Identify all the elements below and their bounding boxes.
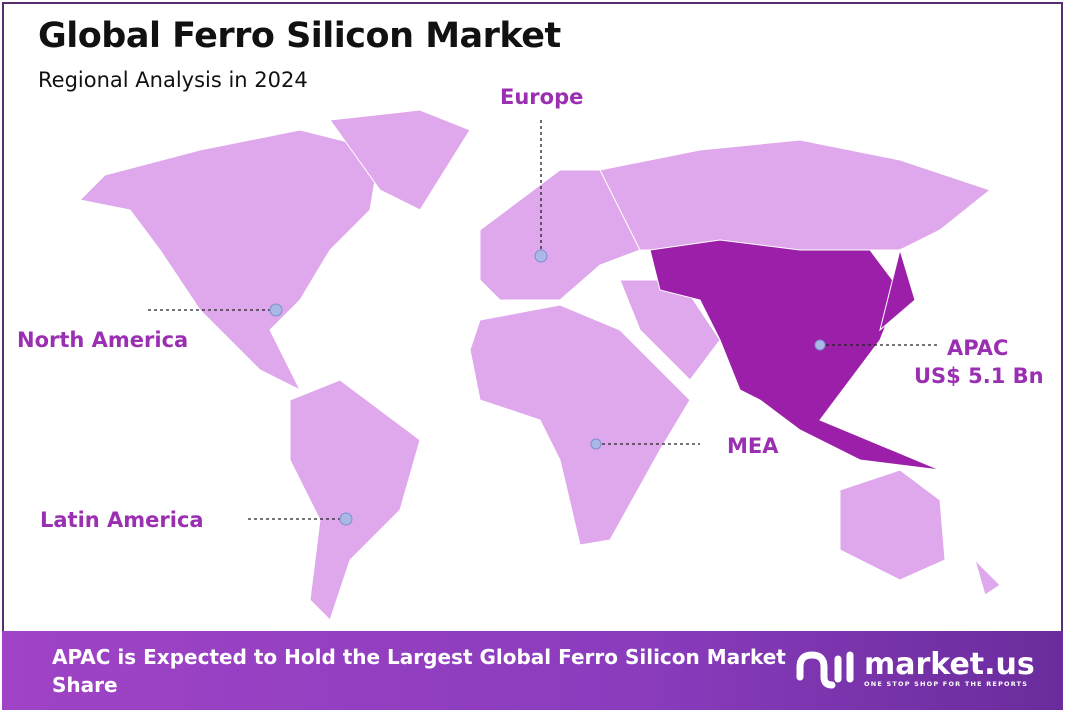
- region-north-america: [78, 129, 381, 392]
- label-mea: MEA: [727, 434, 779, 458]
- label-north-america: North America: [17, 328, 189, 352]
- label-europe: Europe: [500, 85, 584, 109]
- label-latin-america: Latin America: [40, 508, 204, 532]
- footer-banner: APAC is Expected to Hold the Largest Glo…: [2, 631, 1063, 710]
- market-us-logo: market.us ONE STOP SHOP FOR THE REPORTS: [792, 647, 1035, 691]
- marker-europe: [534, 249, 548, 263]
- region-mea: [469, 304, 691, 546]
- region-greenland: [329, 109, 471, 211]
- region-europe: [479, 169, 641, 301]
- region-apac: [649, 239, 941, 471]
- region-japan: [879, 248, 916, 332]
- region-latin-america: [289, 379, 421, 621]
- region-new-zealand: [973, 558, 1001, 596]
- logo-tagline: ONE STOP SHOP FOR THE REPORTS: [864, 680, 1029, 688]
- logo-icon: [796, 651, 854, 689]
- marker-latin-america: [339, 512, 353, 526]
- marker-mea: [590, 438, 602, 450]
- page-subtitle: Regional Analysis in 2024: [38, 68, 308, 92]
- marker-apac: [814, 339, 826, 351]
- label-apac: APAC: [947, 336, 1009, 360]
- marker-north-america: [269, 303, 283, 317]
- label-apac-value: US$ 5.1 Bn: [914, 364, 1044, 388]
- footer-text: APAC is Expected to Hold the Largest Glo…: [52, 645, 786, 697]
- region-north-asia: [599, 139, 992, 251]
- logo-name: market.us: [864, 647, 1035, 682]
- page-title: Global Ferro Silicon Market: [38, 16, 561, 56]
- region-australia: [839, 469, 946, 581]
